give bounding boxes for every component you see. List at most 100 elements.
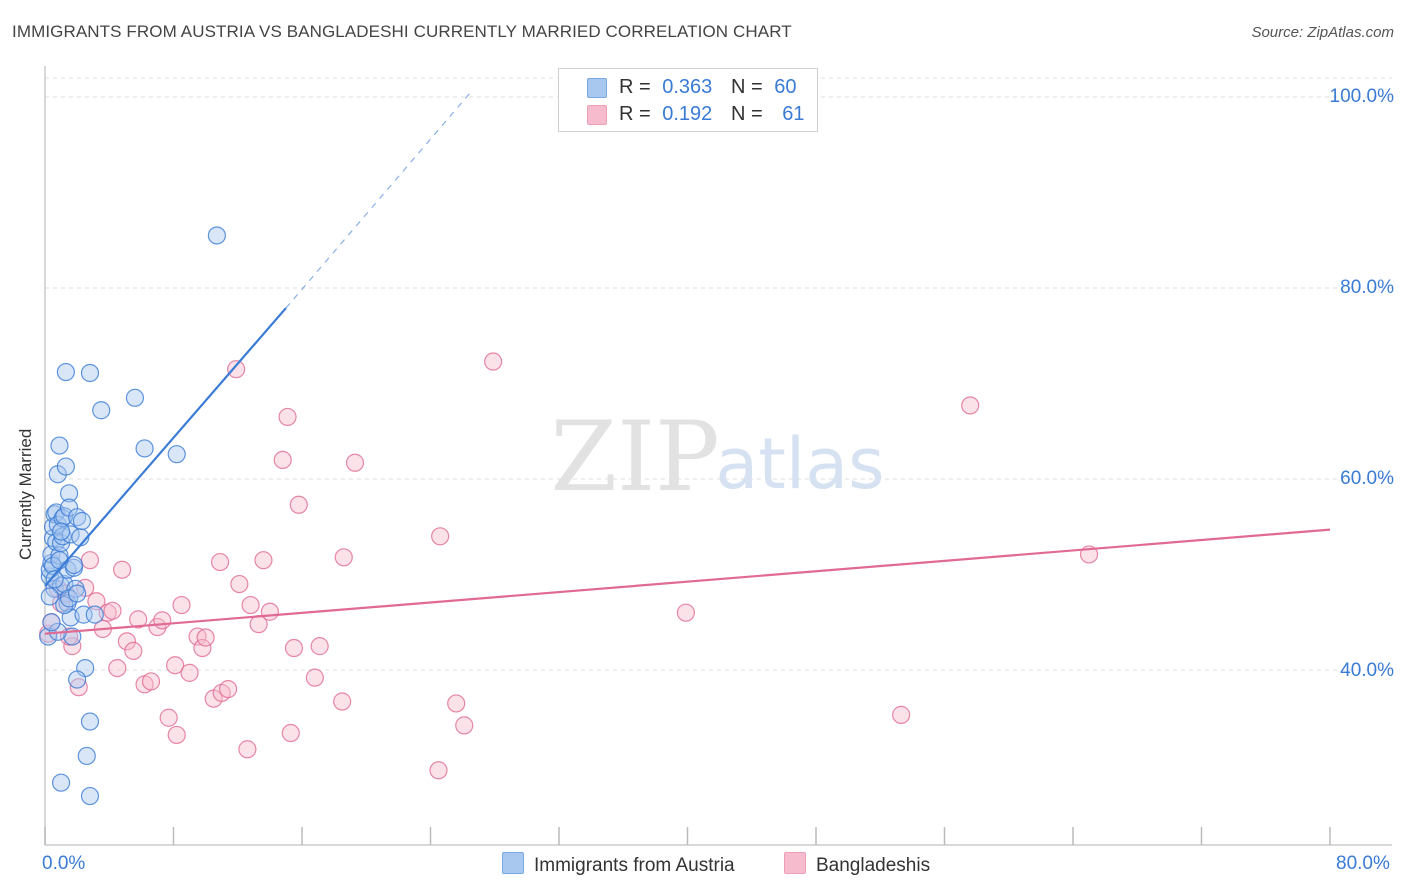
x-tick-80: 80.0% — [1336, 853, 1390, 874]
austria-points — [39, 226, 226, 806]
bangladeshis-point — [159, 708, 178, 727]
austria-swatch — [587, 78, 607, 98]
austria-trend-line — [44, 307, 287, 587]
bangladeshis-point — [210, 552, 230, 572]
y-tick-80: 80.0% — [1340, 277, 1394, 298]
bangladeshis-trend-line — [44, 528, 1331, 635]
y-tick-100: 100.0% — [1329, 86, 1394, 107]
bottom-bangladeshis-swatch — [784, 852, 806, 874]
bangladeshis-point — [87, 592, 106, 611]
austria-point — [50, 551, 69, 570]
austria-point — [55, 507, 74, 526]
bangladeshis-point — [429, 761, 448, 780]
austria-point — [40, 587, 59, 606]
bangladeshis-point — [305, 668, 324, 687]
legend-row-austria: R = 0.363 N = 60 — [559, 74, 817, 100]
bangladeshis-point — [172, 595, 191, 615]
austria-point — [56, 362, 75, 382]
austria-point — [56, 457, 75, 476]
austria-point — [207, 226, 226, 245]
austria-point — [125, 388, 145, 407]
bangladeshis-point — [108, 658, 127, 678]
bangladeshis-point — [284, 638, 304, 658]
bangladeshis-swatch — [587, 105, 607, 125]
bangladeshis-point — [80, 551, 100, 570]
austria-point — [77, 746, 96, 766]
bangladeshis-point — [180, 663, 199, 682]
bangladeshis-point — [310, 637, 329, 656]
bangladeshis-point — [153, 611, 172, 630]
bangladeshis-point — [334, 548, 353, 567]
bangladeshis-point — [193, 638, 212, 658]
bangladeshis-point — [63, 637, 82, 656]
bangladeshis-point — [103, 601, 122, 620]
austria-point — [68, 670, 87, 689]
legend-n-bangladeshis: N = 61 — [731, 103, 805, 125]
bangladeshis-point — [961, 396, 980, 415]
bottom-austria-swatch — [502, 852, 524, 874]
austria-point — [72, 511, 92, 531]
austria-point — [80, 712, 100, 731]
bangladeshis-point — [254, 551, 273, 570]
bangladeshis-point — [278, 407, 297, 427]
bangladeshis-point — [241, 595, 260, 615]
bangladeshis-point — [455, 716, 474, 735]
source-label: Source: ZipAtlas.com — [1251, 24, 1394, 41]
bangladeshis-point — [124, 641, 143, 661]
austria-point — [135, 439, 154, 458]
bangladeshis-point — [281, 723, 300, 743]
bangladeshis-point — [112, 560, 132, 579]
x-tick-0: 0.0% — [42, 853, 86, 874]
bangladeshis-point — [69, 678, 88, 697]
correlation-legend: R = 0.363 N = 60 R = 0.192 N = 61 — [558, 68, 818, 132]
legend-row-bangladeshis: R = 0.192 N = 61 — [559, 101, 817, 127]
austria-point — [45, 570, 64, 589]
bangladeshis-point — [117, 632, 137, 651]
austria-point — [51, 522, 71, 541]
austria-point — [55, 574, 74, 594]
bangladeshis-point — [129, 610, 148, 629]
bangladeshis-point — [167, 725, 186, 745]
bangladeshis-point — [260, 602, 279, 621]
bangladeshis-point — [273, 450, 292, 469]
bangladeshis-point — [238, 740, 257, 759]
y-tick-60: 60.0% — [1340, 468, 1394, 489]
watermark-atlas: atlas — [715, 423, 884, 505]
austria-point — [50, 436, 69, 455]
austria-point — [92, 401, 111, 420]
bangladeshis-point — [166, 656, 185, 675]
y-axis-label: Currently Married — [16, 428, 35, 560]
bangladeshis-point — [676, 603, 695, 622]
bangladeshis-point — [289, 495, 308, 514]
bangladeshis-point — [484, 352, 503, 371]
austria-point — [42, 613, 61, 632]
bottom-legend-austria: Immigrants from Austria — [502, 852, 735, 877]
bangladeshis-point — [196, 628, 215, 647]
watermark-zip: ZIP — [550, 401, 719, 513]
legend-r-austria: R = 0.363 — [619, 76, 713, 98]
legend-n-austria: N = 60 — [731, 76, 797, 98]
austria-point — [51, 773, 71, 792]
bangladeshis-point — [345, 453, 365, 472]
bangladeshis-point — [230, 574, 249, 594]
austria-point — [64, 555, 84, 575]
austria-point — [80, 786, 100, 806]
austria-point — [80, 363, 100, 383]
austria-point — [85, 605, 104, 624]
bangladeshis-point — [447, 694, 466, 713]
bangladeshis-point — [219, 679, 238, 699]
bottom-legend-bangladeshis: Bangladeshis — [784, 852, 930, 877]
bangladeshis-point — [892, 705, 911, 724]
austria-point — [167, 445, 186, 464]
y-tick-40: 40.0% — [1340, 660, 1394, 681]
chart-title: IMMIGRANTS FROM AUSTRIA VS BANGLADESHI C… — [12, 22, 792, 41]
austria-point — [59, 484, 79, 503]
austria-point — [68, 584, 87, 603]
legend-r-bangladeshis: R = 0.192 — [619, 103, 713, 125]
bangladeshis-point — [431, 527, 450, 546]
austria-trend-extension — [285, 91, 472, 309]
bangladeshis-point — [333, 692, 352, 711]
trend-lines — [44, 91, 1331, 635]
axes — [44, 66, 1392, 846]
